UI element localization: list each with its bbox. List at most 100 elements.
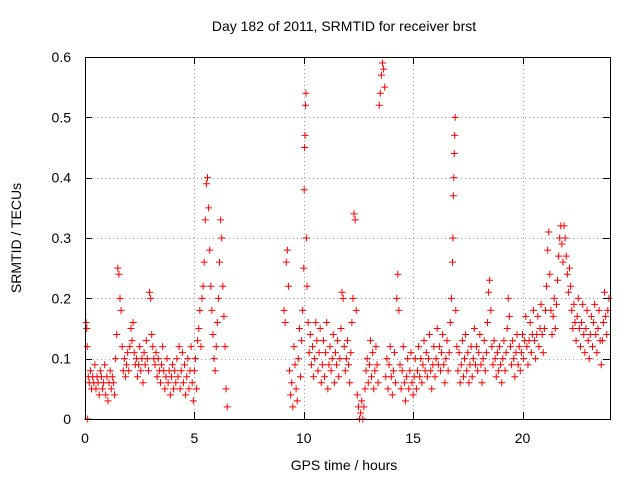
y-tick-label: 0.5 — [52, 109, 72, 125]
data-point — [449, 234, 457, 242]
data-point — [307, 361, 315, 369]
data-point — [395, 306, 403, 314]
data-point — [82, 318, 90, 326]
data-point — [484, 318, 491, 326]
data-point — [569, 325, 577, 332]
data-point — [164, 379, 172, 387]
data-point — [176, 385, 184, 393]
data-point — [153, 373, 161, 381]
y-axis-label: SRMTID / TECUs — [8, 183, 24, 293]
data-point — [361, 385, 369, 393]
data-point — [452, 306, 460, 314]
data-point — [344, 337, 351, 345]
data-point — [516, 367, 524, 375]
data-point — [598, 337, 606, 345]
data-point — [170, 385, 178, 393]
data-point — [347, 349, 355, 357]
data-point — [188, 379, 196, 387]
data-point — [302, 234, 310, 242]
x-tick-label: 10 — [296, 430, 312, 446]
data-point — [200, 258, 208, 266]
data-point — [571, 318, 579, 326]
y-tick-label: 0.3 — [52, 230, 72, 246]
data-point — [386, 343, 394, 351]
data-point — [216, 258, 224, 266]
data-point — [171, 367, 179, 375]
data-point — [96, 367, 104, 375]
data-point — [566, 264, 574, 272]
data-point — [287, 391, 295, 399]
data-point — [106, 367, 114, 375]
data-point — [109, 379, 117, 387]
data-point — [441, 379, 449, 387]
data-point — [380, 65, 388, 73]
data-point — [331, 349, 339, 357]
data-point — [296, 373, 304, 381]
data-point — [301, 144, 309, 151]
data-point — [208, 306, 216, 314]
data-point — [591, 300, 599, 308]
data-point — [497, 361, 505, 369]
data-point — [487, 306, 495, 314]
data-point — [147, 294, 155, 302]
data-point — [184, 355, 192, 363]
data-point — [503, 325, 511, 332]
data-point — [476, 331, 484, 339]
data-point — [479, 355, 487, 363]
data-point — [362, 367, 370, 375]
data-point — [193, 385, 201, 393]
data-point — [178, 349, 186, 357]
data-point — [360, 403, 368, 411]
data-point — [83, 325, 91, 332]
data-point — [316, 325, 324, 332]
data-point — [370, 385, 378, 393]
data-point — [592, 331, 600, 339]
data-point — [115, 270, 123, 278]
data-point — [213, 318, 221, 326]
x-axis-label: GPS time / hours — [291, 457, 398, 473]
data-point — [181, 361, 189, 369]
data-point — [365, 361, 373, 369]
data-point — [156, 379, 164, 387]
data-point — [461, 355, 469, 363]
data-point — [345, 361, 353, 369]
data-point — [548, 331, 556, 339]
data-point — [559, 258, 567, 266]
data-point — [422, 349, 430, 357]
data-point — [282, 258, 290, 266]
data-point — [504, 294, 512, 302]
data-point — [335, 373, 343, 381]
data-point — [352, 306, 360, 314]
data-point — [214, 294, 222, 302]
data-point — [435, 343, 443, 351]
data-point — [564, 288, 572, 296]
data-point — [532, 355, 540, 363]
data-point — [144, 367, 152, 375]
data-point — [315, 349, 323, 357]
data-point — [86, 367, 94, 375]
data-point — [376, 89, 384, 97]
data-point — [146, 288, 154, 296]
data-point — [502, 349, 510, 357]
data-point — [475, 349, 483, 357]
data-point — [112, 355, 120, 363]
data-point — [485, 288, 493, 296]
data-point — [534, 312, 542, 320]
data-point — [177, 367, 185, 375]
data-point — [445, 349, 453, 357]
data-point — [578, 318, 586, 326]
data-point — [298, 337, 306, 345]
data-point — [148, 331, 156, 339]
data-point — [341, 367, 349, 375]
data-point — [391, 349, 399, 357]
data-point — [478, 379, 486, 387]
data-point — [117, 306, 125, 314]
data-point — [458, 337, 466, 345]
data-point — [579, 300, 587, 308]
data-point — [374, 379, 382, 387]
data-point — [439, 331, 447, 339]
data-point — [99, 385, 106, 393]
data-point — [220, 312, 228, 320]
data-point — [457, 361, 465, 369]
